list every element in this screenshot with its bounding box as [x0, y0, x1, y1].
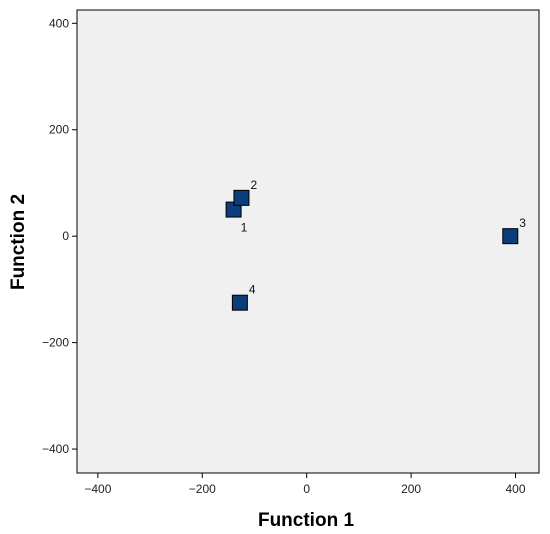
- data-points: 1 2 3 4: [225, 178, 526, 311]
- data-point-label: 1: [241, 221, 248, 235]
- data-point-label: 4: [249, 283, 256, 297]
- data-point-3: [502, 228, 519, 245]
- y-tick-label: 200: [49, 123, 69, 137]
- y-tick-label: −400: [42, 442, 69, 456]
- y-tick-label: −200: [42, 336, 69, 350]
- data-point-label: 2: [250, 178, 257, 192]
- y-axis-title: Function 2: [8, 194, 29, 290]
- x-axis-title: Function 1: [258, 510, 354, 531]
- y-tick-label: 0: [62, 229, 69, 243]
- plot-area: [76, 9, 540, 474]
- x-tick-label: 400: [505, 482, 525, 496]
- y-tick-label: 400: [49, 16, 69, 30]
- x-tick-label: −200: [189, 482, 216, 496]
- x-tick-label: 0: [303, 482, 310, 496]
- x-tick-label: −400: [84, 482, 111, 496]
- y-axis: 400 200 0 −200 −400: [42, 16, 77, 456]
- x-tick-label: 200: [401, 482, 421, 496]
- data-point-4: [231, 294, 248, 311]
- x-axis: −400 −200 0 200 400: [84, 473, 526, 496]
- data-point-2: [233, 189, 250, 206]
- data-point-label: 3: [519, 216, 526, 230]
